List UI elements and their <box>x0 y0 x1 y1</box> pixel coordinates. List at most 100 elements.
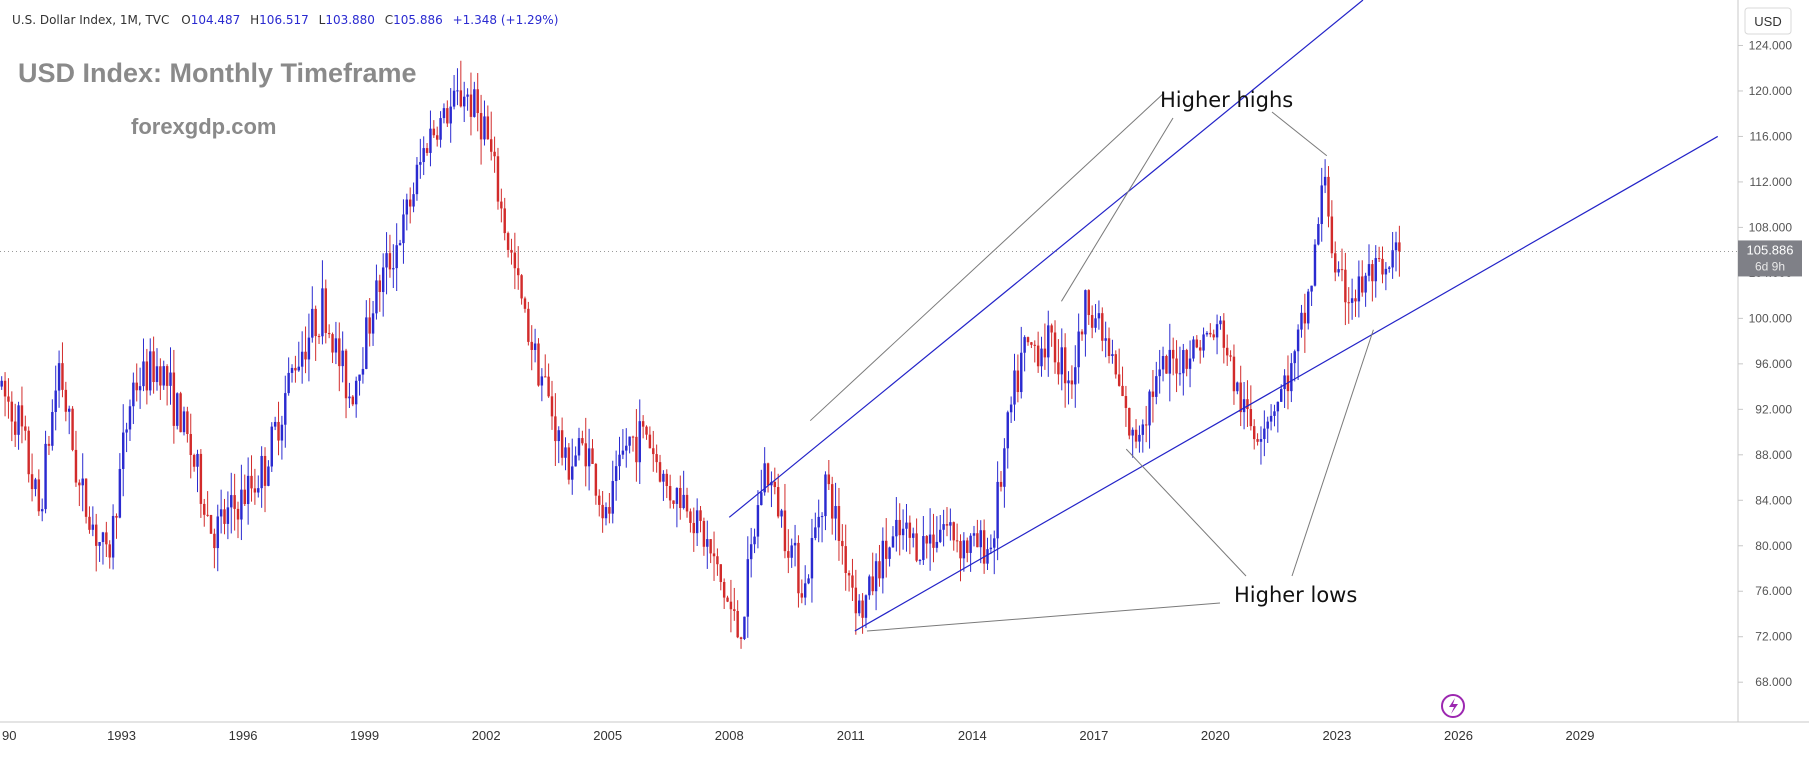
candle-body <box>506 233 510 250</box>
candle-body <box>1043 348 1047 358</box>
candle-body <box>878 561 881 579</box>
candle-body <box>1367 264 1371 276</box>
candle-body <box>186 411 189 435</box>
chart-legend[interactable]: U.S. Dollar Index, 1M, TVC O104.487 H106… <box>12 13 558 27</box>
candle-body <box>138 386 142 391</box>
trendlines[interactable] <box>728 0 1719 632</box>
candle-body <box>402 214 405 244</box>
candle-body <box>868 576 871 596</box>
candle-body <box>1344 269 1347 303</box>
candle-body <box>1026 337 1030 343</box>
candle-body <box>1384 268 1388 275</box>
candle-body <box>118 468 122 518</box>
candle-body <box>746 559 750 617</box>
trendline-lower[interactable] <box>854 135 1719 632</box>
candle-body <box>766 463 770 486</box>
candle-body <box>912 533 915 538</box>
candle-body <box>922 536 925 561</box>
candle-body <box>1222 320 1226 348</box>
candle-body <box>881 540 885 579</box>
candle-body <box>959 541 962 559</box>
candle-body <box>145 361 149 391</box>
candle-body <box>598 495 601 505</box>
price-pane[interactable] <box>0 0 1738 649</box>
candle-body <box>149 351 152 391</box>
candle-body <box>297 366 300 371</box>
change-value: +1.348 (+1.29%) <box>453 13 559 27</box>
candle-body <box>935 541 939 548</box>
candle-body <box>1266 421 1269 429</box>
x-tick-label: 2005 <box>593 728 622 743</box>
candle-body <box>142 361 145 387</box>
candle-body <box>91 524 95 530</box>
candle-body <box>40 509 44 512</box>
candle-body <box>24 426 27 431</box>
candle-body <box>780 510 783 517</box>
candle-body <box>7 396 10 402</box>
candle-body <box>1232 356 1236 392</box>
candle-body <box>88 516 91 530</box>
candle-body <box>689 511 692 523</box>
candle-body <box>1303 312 1307 324</box>
trendline-upper[interactable] <box>728 0 1364 518</box>
candle-body <box>365 317 368 369</box>
candle-body <box>111 515 115 558</box>
candle-body <box>439 118 442 140</box>
candle-body <box>571 466 574 480</box>
candle-body <box>30 474 34 490</box>
candle-body <box>1188 358 1192 369</box>
candle-body <box>1171 349 1175 359</box>
candle-body <box>999 481 1003 487</box>
candle-body <box>1097 313 1101 319</box>
candle-body <box>432 128 436 136</box>
x-tick-label: 2014 <box>958 728 987 743</box>
candle-body <box>979 530 982 548</box>
candle-body <box>125 429 128 433</box>
candle-body <box>820 516 824 518</box>
candle-body <box>74 449 78 483</box>
candle-body <box>122 432 125 469</box>
candle-body <box>939 529 942 542</box>
candle-body <box>101 532 105 543</box>
candle-body <box>695 510 699 534</box>
candle-body <box>287 372 290 394</box>
candle-body <box>1357 276 1361 302</box>
candle-body <box>294 367 297 371</box>
candle-body <box>513 252 517 269</box>
candle-body <box>13 421 17 435</box>
candle-body <box>1053 332 1057 363</box>
candle-body <box>891 536 895 548</box>
candle-body <box>132 382 135 407</box>
x-tick-label: 1993 <box>107 728 136 743</box>
candle-body <box>1320 185 1323 225</box>
x-tick-label: 2026 <box>1444 728 1473 743</box>
candle-body <box>0 380 3 387</box>
currency-button[interactable]: USD <box>1744 7 1792 35</box>
candle-body <box>1347 302 1350 304</box>
candle-body <box>1307 291 1310 324</box>
candle-body <box>743 616 746 639</box>
candle-body <box>925 536 928 544</box>
lightning-icon[interactable] <box>1441 694 1465 718</box>
candle-body <box>591 448 594 464</box>
candle-body <box>179 393 182 433</box>
candle-body <box>658 462 662 482</box>
time-axis[interactable]: 90 1993 1996 1999 2002 2005 2008 2011 2014 2017 20… <box>2 728 1594 743</box>
candle-body <box>1259 439 1263 442</box>
candle-body <box>928 534 932 544</box>
candle-body <box>1249 409 1253 427</box>
candle-body <box>253 488 257 493</box>
candle-body <box>385 253 388 268</box>
candles <box>0 60 1401 649</box>
overlay-site: forexgdp.com <box>131 114 276 139</box>
candle-body <box>614 466 618 482</box>
candle-body <box>800 593 804 598</box>
candle-body <box>895 519 898 537</box>
candle-body <box>1101 313 1104 341</box>
candle-body <box>1084 290 1087 335</box>
candle-body <box>952 522 955 541</box>
candle-body <box>273 421 277 427</box>
annotation-pointer <box>1061 117 1174 302</box>
candle-body <box>105 532 108 545</box>
